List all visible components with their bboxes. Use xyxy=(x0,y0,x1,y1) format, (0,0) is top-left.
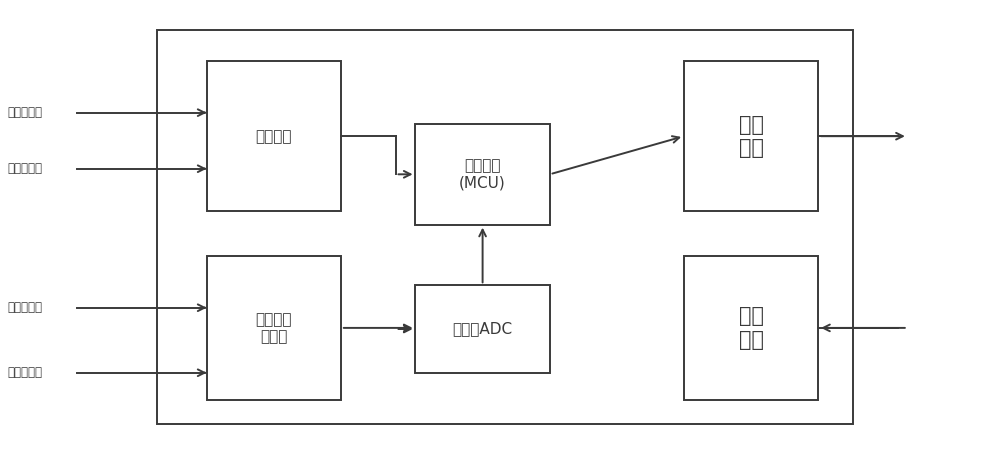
Bar xyxy=(207,256,341,400)
Text: 微处理器
(MCU): 微处理器 (MCU) xyxy=(459,158,506,191)
Text: 激励信号－: 激励信号－ xyxy=(8,366,43,379)
Text: 激励信号＋: 激励信号＋ xyxy=(8,301,43,314)
Bar xyxy=(207,61,341,211)
Text: 激励电源＋: 激励电源＋ xyxy=(8,106,43,119)
Bar xyxy=(415,285,550,373)
Bar xyxy=(684,256,818,400)
Bar xyxy=(157,30,853,424)
Bar xyxy=(415,124,550,225)
Bar xyxy=(684,61,818,211)
Text: 通讯
信号: 通讯 信号 xyxy=(739,114,764,158)
Text: 供电
电源: 供电 电源 xyxy=(739,306,764,350)
Text: 仪用运算
放大器: 仪用运算 放大器 xyxy=(256,312,292,344)
Text: 高精度ADC: 高精度ADC xyxy=(453,321,513,336)
Text: 激励电源－: 激励电源－ xyxy=(8,162,43,175)
Text: 激励电源: 激励电源 xyxy=(256,128,292,143)
